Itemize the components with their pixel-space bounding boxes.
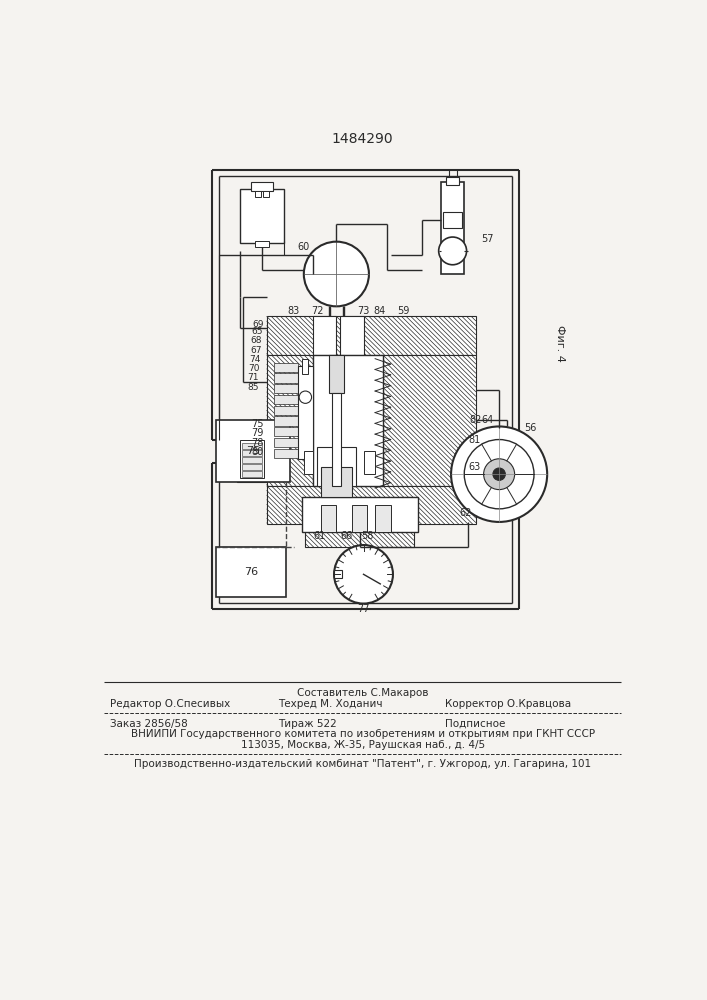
Bar xyxy=(242,443,262,449)
Bar xyxy=(334,570,341,578)
Text: 58: 58 xyxy=(361,531,373,541)
Text: 65: 65 xyxy=(252,327,263,336)
Text: Составитель С.Макаров: Составитель С.Макаров xyxy=(297,688,428,698)
Text: 82: 82 xyxy=(469,415,482,425)
Text: Корректор О.Кравцова: Корректор О.Кравцова xyxy=(445,699,571,709)
Bar xyxy=(240,440,264,478)
Bar xyxy=(216,420,290,482)
Text: 77: 77 xyxy=(357,604,370,614)
Text: 75: 75 xyxy=(251,419,264,429)
Bar xyxy=(274,363,298,372)
Bar xyxy=(321,466,352,497)
Bar xyxy=(237,436,267,482)
Bar xyxy=(242,471,262,477)
Bar xyxy=(274,406,298,415)
Bar xyxy=(242,450,262,456)
Bar xyxy=(313,316,337,355)
Bar xyxy=(274,373,298,383)
Bar xyxy=(242,457,262,463)
Text: 1484290: 1484290 xyxy=(332,132,394,146)
Text: Фиг. 4: Фиг. 4 xyxy=(554,325,565,362)
Text: 75: 75 xyxy=(245,446,259,456)
Bar xyxy=(443,212,462,228)
Bar xyxy=(298,366,313,459)
Bar xyxy=(446,177,459,185)
Text: 67: 67 xyxy=(250,346,262,355)
Bar xyxy=(352,505,368,532)
Bar xyxy=(329,355,344,393)
Text: ВНИИПИ Государственного комитета по изобретениям и открытиям при ГКНТ СССР: ВНИИПИ Государственного комитета по изоб… xyxy=(131,729,595,739)
Bar xyxy=(301,497,418,532)
Bar xyxy=(274,416,298,426)
Bar xyxy=(340,316,363,355)
Text: 80: 80 xyxy=(251,447,264,457)
Text: 60: 60 xyxy=(298,242,310,252)
Text: 113035, Москва, Ж-35, Раушская наб., д. 4/5: 113035, Москва, Ж-35, Раушская наб., д. … xyxy=(240,740,485,750)
Text: 57: 57 xyxy=(481,234,493,244)
Bar xyxy=(363,451,375,474)
Circle shape xyxy=(304,242,369,306)
Text: Заказ 2856/58: Заказ 2856/58 xyxy=(110,719,188,729)
Text: 69: 69 xyxy=(252,320,264,329)
Bar xyxy=(304,451,313,474)
Text: 84: 84 xyxy=(373,306,385,316)
Bar xyxy=(303,359,308,374)
Text: 68: 68 xyxy=(251,336,262,345)
Bar xyxy=(317,447,356,486)
Bar xyxy=(263,191,269,197)
Bar xyxy=(251,182,273,191)
Text: Тираж 522: Тираж 522 xyxy=(279,719,337,729)
Bar xyxy=(267,316,476,355)
Text: 83: 83 xyxy=(288,306,300,316)
Bar xyxy=(267,486,476,524)
Text: 61: 61 xyxy=(313,531,325,541)
Text: 85: 85 xyxy=(247,383,259,392)
Bar xyxy=(255,191,261,197)
Circle shape xyxy=(299,391,312,403)
Bar xyxy=(274,384,298,393)
Bar xyxy=(383,355,476,486)
Bar xyxy=(240,189,284,243)
Text: Производственно-издательский комбинат "Патент", г. Ужгород, ул. Гагарина, 101: Производственно-издательский комбинат "П… xyxy=(134,759,591,769)
Bar xyxy=(274,427,298,436)
Text: 63: 63 xyxy=(468,462,481,472)
Text: 78: 78 xyxy=(251,438,264,448)
Bar xyxy=(242,464,262,470)
Text: 59: 59 xyxy=(397,306,410,316)
Text: 66: 66 xyxy=(340,531,353,541)
Text: 71: 71 xyxy=(247,373,259,382)
Text: 62: 62 xyxy=(460,508,472,518)
Bar xyxy=(313,355,383,486)
Bar xyxy=(274,438,298,447)
Bar xyxy=(274,395,298,404)
Text: Подписное: Подписное xyxy=(445,719,506,729)
Text: 64: 64 xyxy=(481,415,493,425)
Text: 56: 56 xyxy=(524,423,537,433)
Text: 74: 74 xyxy=(250,355,261,364)
Circle shape xyxy=(438,237,467,265)
Circle shape xyxy=(334,545,393,604)
Text: 76: 76 xyxy=(244,567,258,577)
Text: 70: 70 xyxy=(248,364,260,373)
Text: 81: 81 xyxy=(468,435,481,445)
Text: Редактор О.Спесивых: Редактор О.Спесивых xyxy=(110,699,230,709)
Circle shape xyxy=(464,440,534,509)
Bar xyxy=(441,182,464,274)
Circle shape xyxy=(493,468,506,480)
Text: 79: 79 xyxy=(251,428,264,438)
Bar xyxy=(216,547,286,597)
Circle shape xyxy=(451,426,547,522)
Bar xyxy=(321,505,337,532)
Bar xyxy=(274,449,298,458)
Text: 72: 72 xyxy=(311,306,323,316)
Bar xyxy=(267,355,313,486)
Text: 73: 73 xyxy=(357,306,370,316)
Bar xyxy=(255,241,269,247)
Bar xyxy=(375,505,391,532)
Circle shape xyxy=(484,459,515,490)
Text: Техред М. Ходанич: Техред М. Ходанич xyxy=(279,699,382,709)
Bar xyxy=(305,497,414,547)
Bar xyxy=(332,393,341,486)
